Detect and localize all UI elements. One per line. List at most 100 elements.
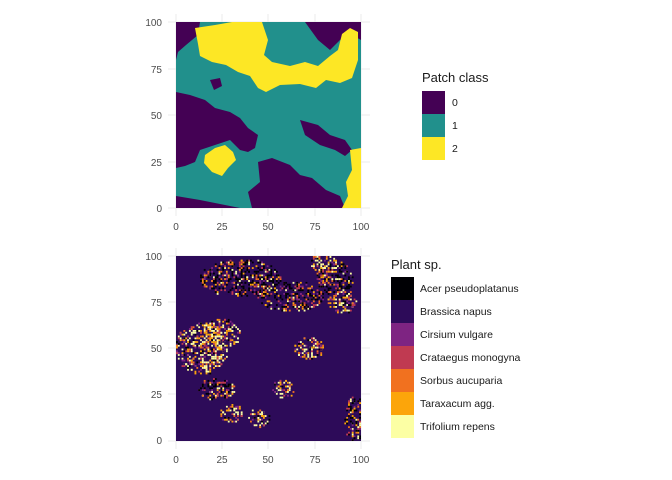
species-cell — [213, 361, 215, 364]
species-cell — [348, 278, 350, 281]
species-cell — [277, 381, 280, 384]
species-cell — [272, 283, 275, 286]
species-cell — [216, 348, 219, 351]
species-cell — [329, 263, 332, 266]
species-cell — [218, 320, 221, 323]
species-cell — [351, 300, 354, 303]
species-cell — [218, 265, 221, 268]
species-cell — [264, 422, 267, 425]
species-cell — [351, 411, 354, 414]
species-cell — [348, 280, 350, 282]
species-cell — [181, 357, 184, 360]
species-cell — [268, 270, 271, 273]
species-cell — [275, 387, 278, 390]
species-cell — [285, 289, 287, 292]
species-cell — [225, 348, 228, 351]
species-cell — [231, 265, 234, 268]
species-cell — [279, 296, 282, 299]
species-cell — [274, 276, 276, 279]
species-cell — [216, 387, 219, 390]
species-cell — [216, 357, 219, 360]
species-cell — [270, 302, 273, 305]
patch-region-class-0 — [305, 22, 361, 50]
species-cell — [346, 287, 349, 290]
species-cell — [342, 300, 345, 303]
species-cell — [257, 285, 260, 288]
species-cell — [192, 330, 195, 332]
species-cell — [201, 379, 204, 382]
species-cell — [309, 357, 312, 360]
species-cell — [213, 363, 215, 366]
species-cell — [229, 289, 232, 292]
species-cell — [348, 400, 350, 403]
species-cell — [268, 418, 271, 421]
species-cell — [340, 261, 343, 264]
species-cell — [188, 363, 191, 366]
species-cell — [194, 372, 197, 375]
species-cell — [207, 333, 210, 336]
species-cell — [227, 278, 230, 281]
species-cell — [299, 285, 302, 288]
species-cell — [225, 337, 228, 340]
species-cell — [238, 405, 241, 408]
species-cell — [257, 296, 260, 299]
species-cell — [296, 350, 299, 353]
species-cell — [194, 337, 197, 340]
species-cell — [274, 283, 276, 286]
species-cell — [257, 276, 260, 279]
species-cell — [261, 267, 263, 269]
species-cell — [257, 411, 260, 414]
species-cell — [209, 350, 212, 353]
species-cell — [309, 287, 312, 290]
species-cell — [220, 261, 223, 264]
species-cell — [327, 281, 330, 284]
species-cell — [324, 259, 326, 262]
species-cell — [242, 265, 245, 268]
species-cell — [322, 265, 324, 268]
species-cell — [203, 326, 206, 329]
species-cell — [270, 305, 273, 308]
species-cell — [325, 256, 328, 258]
species-cell — [209, 354, 212, 356]
species-cell — [227, 339, 230, 342]
species-cell — [336, 265, 339, 268]
species-cell — [183, 354, 186, 356]
species-cell — [222, 341, 225, 343]
species-cell — [176, 350, 178, 353]
species-cell — [207, 272, 210, 275]
species-cell — [322, 272, 324, 275]
species-cell — [222, 320, 225, 323]
species-cell — [259, 289, 262, 292]
species-cell — [240, 413, 243, 416]
species-cell — [231, 415, 234, 417]
species-cell — [205, 341, 208, 343]
species-cell — [299, 283, 302, 286]
species-cell — [316, 352, 319, 355]
species-cell — [309, 293, 312, 295]
species-cell — [346, 420, 349, 423]
species-cell — [213, 341, 215, 343]
species-cell — [255, 293, 258, 295]
species-cell — [275, 278, 278, 281]
species-cell — [277, 307, 280, 310]
species-cell — [261, 302, 263, 305]
species-cell — [209, 287, 212, 290]
species-cell — [268, 285, 271, 288]
species-cell — [211, 337, 213, 340]
species-cell — [283, 293, 286, 295]
species-cell — [348, 402, 350, 404]
species-cell — [283, 287, 286, 290]
patch-region-class-0 — [176, 22, 200, 60]
species-cell — [233, 385, 236, 388]
species-cell — [209, 337, 212, 340]
species-cell — [233, 272, 236, 275]
species-cell — [316, 278, 319, 281]
species-cell — [257, 281, 260, 284]
species-cell — [261, 411, 263, 414]
species-cell — [205, 322, 208, 325]
species-cell — [281, 392, 284, 395]
species-cell — [318, 348, 321, 351]
species-cell — [316, 350, 319, 353]
species-cell — [222, 354, 225, 356]
species-cell — [348, 433, 350, 436]
